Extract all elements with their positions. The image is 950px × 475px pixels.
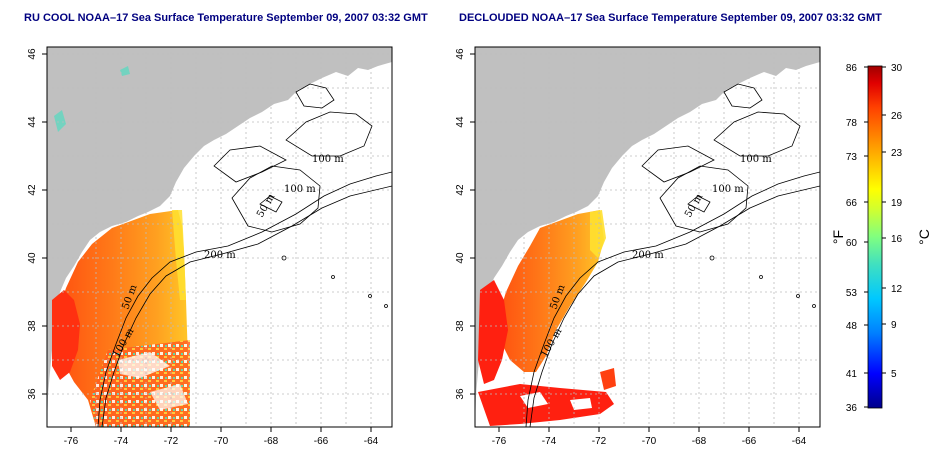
left-y-tick-label: 44 [27, 116, 38, 128]
fahrenheit-tick-label: 86 [846, 63, 858, 74]
right-grid [475, 47, 820, 427]
left-map-frame [46, 46, 393, 428]
left-y-tick-label: 38 [27, 320, 38, 332]
fahrenheit-tick-label: 73 [846, 152, 858, 163]
fahrenheit-tick-label: 78 [846, 118, 858, 129]
right-x-tick-marks [498, 427, 800, 432]
left-y-tick-label: 42 [27, 184, 38, 196]
celsius-unit-label: °C [916, 229, 932, 245]
right-y-tick-label: 42 [455, 184, 466, 196]
celsius-tick-label: 30 [891, 63, 903, 74]
right-y-tick-label: 36 [455, 388, 466, 400]
right-x-tick-label: -68 [692, 436, 707, 447]
left-y-tick-marks [42, 53, 47, 395]
right-contour-label-200m: 200 m [632, 250, 664, 261]
left-map-panel: 100 m 100 m 50 m 200 m 50 m 100 m -76 -7… [27, 46, 393, 447]
right-contour-label-100m-b: 100 m [712, 184, 744, 195]
left-bathymetry-contours [97, 83, 392, 427]
fahrenheit-unit-label: °F [830, 230, 846, 244]
right-x-tick-label: -72 [592, 436, 607, 447]
left-x-tick-label: -66 [314, 436, 329, 447]
left-x-tick-label: -72 [164, 436, 179, 447]
celsius-tick-label: 23 [891, 148, 903, 159]
left-land-mass [47, 47, 392, 427]
celsius-tick-label: 9 [891, 320, 897, 331]
right-contour-label-100m-a: 100 m [740, 154, 772, 165]
left-y-tick-label: 46 [27, 48, 38, 60]
right-y-tick-label: 40 [455, 252, 466, 264]
fahrenheit-tick-label: 53 [846, 288, 858, 299]
right-x-tick-label: -76 [492, 436, 507, 447]
left-y-tick-label: 40 [27, 252, 38, 264]
temperature-colorbar: 86 78 73 66 60 53 48 41 36 30 26 23 19 1… [830, 63, 932, 414]
right-x-tick-label: -70 [642, 436, 657, 447]
fahrenheit-tick-label: 41 [846, 369, 858, 380]
left-contour-label-100m-a: 100 m [312, 154, 344, 165]
celsius-tick-label: 12 [891, 284, 903, 295]
celsius-tick-label: 19 [891, 198, 903, 209]
right-y-tick-label: 46 [455, 48, 466, 60]
left-x-tick-marks [70, 427, 372, 432]
celsius-tick-label: 26 [891, 111, 903, 122]
left-x-tick-label: -70 [214, 436, 229, 447]
right-map-title: DECLOUDED NOAA–17 Sea Surface Temperatur… [459, 12, 882, 24]
left-x-tick-label: -76 [64, 436, 79, 447]
right-y-tick-marks [470, 53, 475, 395]
left-y-tick-label: 36 [27, 388, 38, 400]
colorbar-gradient [867, 65, 883, 409]
celsius-tick-label: 16 [891, 234, 903, 245]
celsius-tick-label: 5 [891, 369, 897, 380]
left-x-tick-label: -74 [114, 436, 129, 447]
right-y-tick-label: 38 [455, 320, 466, 332]
fahrenheit-tick-label: 60 [846, 238, 858, 249]
right-y-tick-label: 44 [455, 116, 466, 128]
fahrenheit-tick-label: 36 [846, 403, 858, 414]
left-x-tick-label: -64 [364, 436, 379, 447]
right-map-frame [474, 46, 821, 428]
left-map-title: RU COOL NOAA–17 Sea Surface Temperature … [24, 12, 428, 24]
left-contour-label-200m: 200 m [204, 250, 236, 261]
right-map-panel: 100 m 100 m 50 m 200 m 50 m 100 m -76 -7… [455, 46, 821, 447]
left-contour-label-100m-b: 100 m [284, 184, 316, 195]
celsius-tick-marks [882, 66, 886, 374]
left-x-tick-label: -68 [264, 436, 279, 447]
right-x-tick-label: -66 [742, 436, 757, 447]
right-bathymetry-contours [525, 83, 820, 427]
fahrenheit-tick-marks [864, 66, 868, 408]
fahrenheit-tick-label: 66 [846, 198, 858, 209]
right-x-tick-label: -64 [792, 436, 807, 447]
fahrenheit-tick-label: 48 [846, 321, 858, 332]
right-land-mass [475, 47, 820, 427]
right-x-tick-label: -74 [542, 436, 557, 447]
right-sst-field [498, 210, 604, 372]
